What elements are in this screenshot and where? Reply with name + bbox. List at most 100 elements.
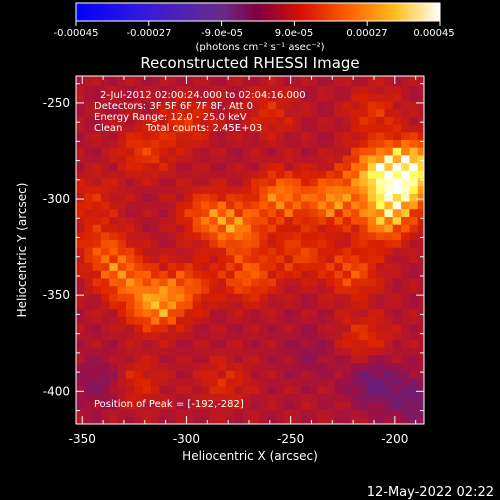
heatmap-cell (201, 247, 210, 256)
heatmap-cell (259, 308, 269, 317)
heatmap-cell (134, 200, 144, 210)
heatmap-cell (176, 385, 185, 394)
heatmap-cell (142, 116, 152, 125)
heatmap-cell (301, 147, 310, 156)
heatmap-cell (259, 362, 269, 371)
heatmap-cell (326, 93, 335, 102)
heatmap-cell (226, 247, 235, 256)
heatmap-cell (176, 93, 185, 102)
heatmap-cell (409, 193, 419, 202)
heatmap-cell (276, 162, 285, 171)
heatmap-cell (101, 270, 110, 279)
heatmap-cell (234, 377, 244, 387)
heatmap-cell (134, 270, 144, 279)
heatmap-cell (201, 200, 210, 210)
heatmap-cell (317, 239, 327, 248)
heatmap-cell (251, 93, 260, 102)
heatmap-cell (292, 200, 302, 210)
heatmap-cell (334, 185, 344, 194)
heatmap-cell (126, 154, 135, 164)
heatmap-cell (259, 339, 269, 348)
heatmap-cell (392, 270, 402, 279)
heatmap-cell (184, 385, 194, 394)
heatmap-cell (292, 400, 302, 410)
heatmap-cell (334, 139, 344, 148)
heatmap-cell (276, 293, 285, 302)
heatmap-cell (276, 93, 285, 102)
heatmap-cell (409, 247, 419, 256)
heatmap-cell (317, 231, 327, 241)
heatmap-cell (151, 370, 160, 379)
heatmap-cell (259, 208, 269, 217)
heatmap-cell (217, 416, 227, 424)
heatmap-cell (184, 139, 194, 148)
heatmap-cell (192, 270, 202, 279)
heatmap-cell (201, 139, 210, 148)
heatmap-cell (101, 224, 110, 233)
heatmap-cell (401, 262, 411, 271)
heatmap-cell (142, 85, 152, 94)
heatmap-cell (376, 408, 386, 417)
heatmap-cell (109, 131, 119, 141)
heatmap-cell (267, 362, 277, 371)
heatmap-cell (109, 270, 119, 279)
heatmap-cell (76, 170, 85, 179)
heatmap-cell (126, 147, 135, 156)
heatmap-cell (317, 293, 327, 302)
heatmap-cell (417, 154, 424, 164)
heatmap-cell (84, 416, 94, 424)
heatmap-cell (342, 147, 352, 156)
heatmap-cell (301, 339, 310, 348)
heatmap-cell (242, 285, 252, 294)
heatmap-cell (417, 200, 424, 210)
heatmap-cell (417, 93, 424, 102)
heatmap-cell (76, 76, 85, 79)
heatmap-cell (117, 285, 127, 294)
heatmap-cell (417, 116, 424, 125)
heatmap-cell (359, 293, 369, 302)
heatmap-cell (376, 370, 386, 379)
heatmap-cell (142, 370, 152, 379)
heatmap-cell (234, 177, 244, 187)
heatmap-cell (284, 354, 294, 364)
heatmap-cell (326, 270, 335, 279)
heatmap-cell (351, 154, 361, 164)
heatmap-cell (117, 270, 127, 279)
heatmap-cell (367, 331, 377, 340)
heatmap-cell (392, 400, 402, 410)
heatmap-cell (142, 339, 152, 348)
heatmap-cell (226, 270, 235, 279)
heatmap-cell (242, 316, 252, 325)
heatmap-cell (134, 254, 144, 264)
heatmap-cell (109, 308, 119, 317)
heatmap-cell (326, 131, 335, 141)
heatmap-cell (409, 108, 419, 117)
heatmap-cell (234, 76, 244, 79)
heatmap-cell (284, 77, 294, 87)
heatmap-cell (84, 285, 94, 294)
heatmap-cell (134, 324, 144, 333)
heatmap-cell (359, 254, 369, 264)
heatmap-cell (151, 354, 160, 364)
heatmap-cell (417, 277, 424, 287)
heatmap-cell (259, 124, 269, 133)
heatmap-cell (101, 139, 110, 148)
heatmap-cell (401, 324, 411, 333)
heatmap-cell (367, 285, 377, 294)
heatmap-cell (276, 76, 285, 79)
heatmap-cell (342, 347, 352, 356)
heatmap-cell (84, 185, 94, 194)
heatmap-cell (326, 85, 335, 94)
heatmap-cell (292, 370, 302, 379)
heatmap-cell (101, 354, 110, 364)
heatmap-cell (226, 85, 235, 94)
heatmap-cell (417, 139, 424, 148)
heatmap-cell (334, 116, 344, 125)
heatmap-cell (134, 354, 144, 364)
heatmap-cell (151, 208, 160, 217)
heatmap-cell (209, 262, 219, 271)
heatmap-cell (159, 400, 169, 410)
heatmap-cell (134, 331, 144, 340)
heatmap-cell (217, 108, 227, 117)
colorbar-tick-label: -0.00045 (54, 28, 99, 39)
